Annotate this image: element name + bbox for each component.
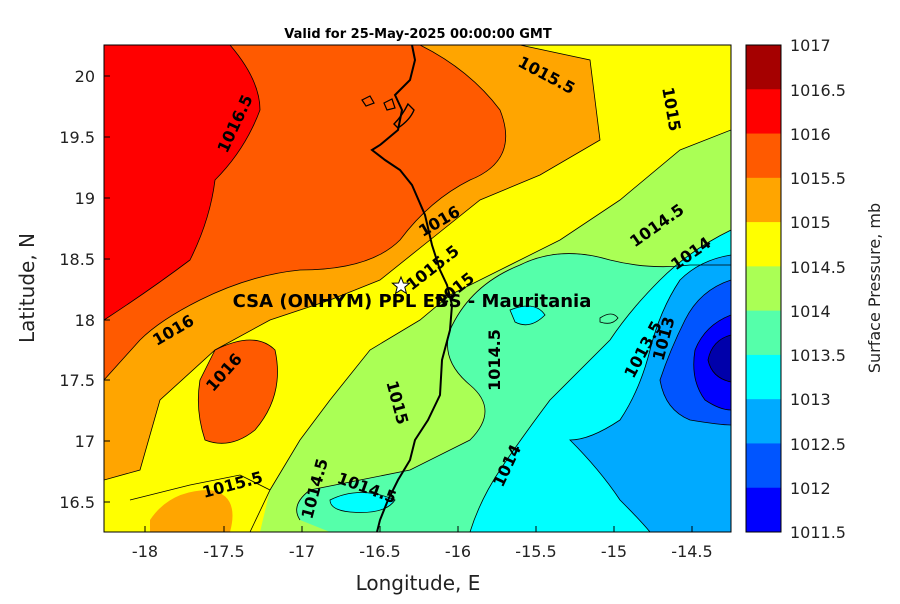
x-tick-label: -18 [132,542,158,561]
colorbar-swatch [746,177,781,223]
colorbar-swatch [746,89,781,135]
y-tick-label: 16.5 [59,493,95,512]
y-tick-label: 17 [75,432,95,451]
islet-outline [361,95,375,107]
x-tick-label: -15 [601,542,627,561]
station-label: CSA (ONHYM) PPL EBS - Mauritania [233,291,592,312]
contour-1014-patch [509,305,546,326]
colorbar-swatch [746,266,781,312]
x-tick-label: -16.5 [359,542,400,561]
contour-lines [104,45,731,532]
colorbar-tick-label: 1011.5 [790,523,846,542]
contour-1012 [707,334,731,383]
colorbar-tick-label: 1014.5 [790,258,846,277]
contour-1016 [104,45,507,381]
band-1013-5-south [330,492,395,513]
x-axis-label: Longitude, E [356,571,481,595]
colorbar-tick-label: 1015 [790,213,831,232]
y-tick-label: 20 [75,67,95,86]
contour-1013-5 [569,254,731,532]
colorbar-tick-label: 1012 [790,479,831,498]
colorbar-frame [745,44,782,533]
colorbar-tick-label: 1017 [790,36,831,55]
island-outline [393,102,415,129]
band-1013-5-patch [510,306,545,325]
contour-1016-5 [104,45,261,321]
colorbar-swatch [746,310,781,356]
contour-1016-island [197,339,278,444]
contour-1014 [469,229,731,532]
colorbar-swatches [746,45,781,533]
contour-1014-south [329,492,396,513]
x-tick-label: -16 [445,542,471,561]
coastline [361,45,454,532]
colorbar-swatch [746,354,781,400]
x-tick-label: -17.5 [203,542,244,561]
y-tick-label: 18.5 [59,250,95,269]
chart-title: Valid for 25-May-2025 00:00:00 GMT [284,27,552,42]
colorbar-tick-label: 1012.5 [790,435,846,454]
band-1016-island [198,340,278,444]
colorbar: 1017 1016.5 1016 1015.5 1015 1014.5 1014… [745,36,884,542]
colorbar-label: Surface Pressure, mb [865,203,884,373]
y-axis-label: Latitude, N [15,233,39,343]
colorbar-swatch [746,399,781,444]
colorbar-tick-label: 1015.5 [790,169,846,188]
x-tick-label: -15.5 [515,542,556,561]
contour-1014-5 [296,253,731,521]
coastline-line [370,45,454,532]
y-axis: 20 19.5 19 18.5 18 17.5 17 16.5 [59,67,110,512]
colorbar-swatch [746,222,781,267]
star-icon [391,275,411,295]
band-1016-5 [104,45,260,320]
islet-outline-2 [383,98,396,111]
colorbar-swatch [746,45,781,90]
colorbar-swatch [746,133,781,179]
contour-1012-5 [693,314,731,411]
map-frame [103,44,732,533]
filled-contours [104,45,731,532]
y-tick-label: 19.5 [59,128,95,147]
x-tick-label: -14.5 [671,542,712,561]
colorbar-swatch [746,443,781,489]
band-1015-5-south [150,490,233,532]
colorbar-ticks: 1017 1016.5 1016 1015.5 1015 1014.5 1014… [790,36,846,542]
x-tick-label: -17 [289,542,315,561]
colorbar-tick-label: 1013.5 [790,346,846,365]
colorbar-tick-label: 1016 [790,125,831,144]
colorbar-tick-label: 1014 [790,302,831,321]
contour-1014-5-patch [599,313,619,324]
colorbar-tick-label: 1016.5 [790,81,846,100]
contour-1015-5 [104,45,601,481]
contour-1015-5-south [129,474,271,501]
contour-1013 [659,279,731,426]
colorbar-swatch [746,487,781,533]
colorbar-tick-label: 1013 [790,390,831,409]
x-axis: -18 -17.5 -17 -16.5 -16 -15.5 -15 -14.5 [132,526,713,561]
contour-1015 [249,129,731,532]
y-tick-label: 19 [75,189,95,208]
y-tick-label: 17.5 [59,371,95,390]
contour-label: 1014.5 [485,329,504,391]
y-tick-label: 18 [75,311,95,330]
